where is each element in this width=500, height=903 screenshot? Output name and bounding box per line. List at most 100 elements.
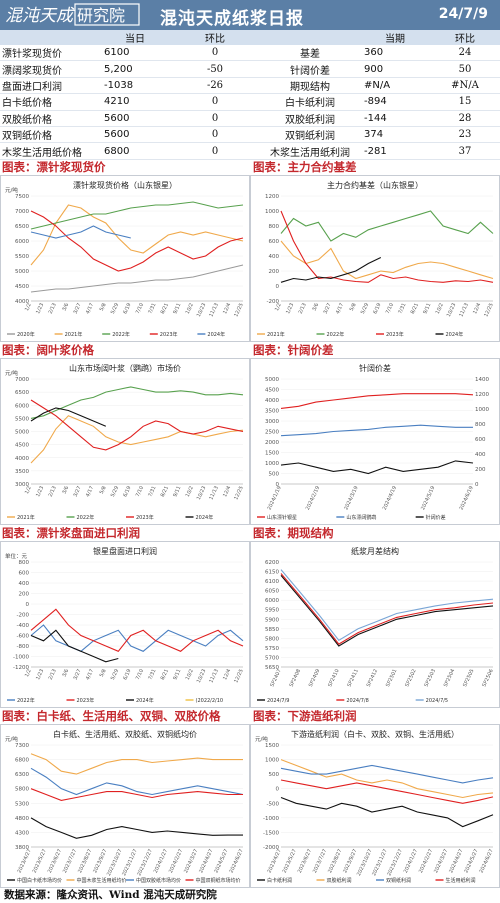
x-tick-label: 11/13 [458, 302, 470, 318]
y-tick-label: 4000 [15, 299, 29, 305]
x-tick-label: 1/2 [24, 485, 33, 495]
chart-panel-6: 纸浆月差结构 6200 6150 6100 6050 6000 5950 5900 5850 58… [250, 541, 500, 708]
x-tick-label: 2023/6/27 [297, 848, 313, 874]
x-tick-label: 4/17 [85, 668, 95, 681]
y2-tick-label: 1400 [475, 377, 489, 383]
y-tick-label: 200 [269, 269, 280, 275]
y-tick-label: 5750 [265, 646, 279, 652]
x-tick-label: 3/6 [61, 668, 70, 678]
x-tick-label: 10/23 [196, 668, 208, 684]
y-tick-label: 5000 [15, 269, 29, 275]
value-left: 5600 [100, 126, 170, 144]
chart-panel-3: 山东市场阔叶浆（鹦鹉）市场价 元/吨 7000 6500 6000 5500 5000 450… [0, 358, 250, 525]
x-tick-label: 5/8 [349, 302, 358, 312]
x-tick-label: 2024/5/19 [420, 485, 436, 511]
change-right: 15 [430, 93, 500, 111]
x-tick-label: 5/8 [99, 668, 108, 678]
y2-tick-label: 600 [475, 437, 486, 443]
x-tick-label: 3/6 [61, 302, 70, 312]
y-tick-label: 400 [269, 254, 280, 260]
change-right: 24 [430, 45, 500, 62]
value-right: 360 [360, 45, 430, 62]
y-tick-label: -1000 [263, 816, 279, 822]
legend-label: 2024年 [136, 697, 154, 704]
value-left: 5,200 [100, 60, 170, 78]
x-tick-label: 4/17 [85, 302, 95, 315]
x-tick-label: 9/11 [422, 302, 432, 315]
chart-title: 针阔价差 [359, 363, 391, 373]
chart-panel-1: 漂针浆现货价格（山东银星） 元/吨 7500 7000 6500 6000 5500 5000… [0, 175, 250, 342]
section-title-6: 图表：期现结构 [253, 526, 334, 540]
chart-panel-7: 白卡纸、生活用纸、双胶纸、双铜纸均价 元/吨 7300 6800 6300 5800 530… [0, 724, 250, 888]
x-tick-label: 10/2 [435, 302, 445, 315]
series-line-2 [280, 424, 473, 437]
x-tick-label: 2024/1/27 [153, 848, 169, 874]
y-tick-label: 5500 [15, 254, 29, 260]
x-tick-label: 12/4 [222, 302, 232, 315]
x-tick-label: 5/8 [99, 302, 108, 312]
x-tick-label: 2023/8/27 [77, 848, 93, 874]
x-tick-label: 3/27 [73, 668, 83, 681]
chart-title: 白卡纸、生活用纸、双胶纸、双铜纸均价 [53, 729, 197, 739]
section-title-1: 图表：漂针浆现货价 [2, 160, 106, 174]
y-tick-label: 6000 [15, 403, 29, 409]
y-tick-label: 6800 [15, 758, 29, 764]
x-tick-label: 2024/1/19 [267, 485, 283, 511]
x-tick-label: 8/21 [160, 485, 170, 498]
x-tick-label: 2024/4/27 [448, 848, 464, 874]
chart-panel-2: 主力合约基差（山东银星） 1200 1000 800 600 400 200 0 -200 1/2… [250, 175, 500, 342]
y2-tick-label: 0 [475, 482, 479, 488]
y-tick-label: 5000 [265, 377, 279, 383]
x-tick-label: 2023/5/27 [282, 848, 298, 874]
unit-label: 元/吨 [5, 369, 18, 377]
series-line-3 [30, 767, 244, 796]
y-tick-label: 4300 [15, 830, 29, 836]
x-tick-label: 2024/5/27 [213, 848, 229, 874]
chart-panel-4: 针阔价差 5000 4500 4000 3500 3000 2500 2000 1500 1000… [250, 358, 500, 525]
report-header: 混沌天成 研究院 混沌天成纸浆日报 24/7/9 [0, 0, 500, 30]
series-line-1 [30, 817, 243, 839]
legend-label: 2023年 [386, 331, 404, 338]
y2-tick-label: 200 [475, 467, 486, 473]
y-tick-label: -1000 [13, 655, 29, 661]
x-tick-label: 6/19 [122, 485, 132, 498]
x-tick-label: 3/27 [73, 485, 83, 498]
y-tick-label: 5850 [265, 627, 279, 633]
x-tick-label: 8/21 [160, 302, 170, 315]
y-tick-label: 500 [269, 472, 280, 478]
change-right: 50 [430, 60, 500, 78]
y2-tick-label: 1000 [475, 407, 489, 413]
x-tick-label: 12/25 [483, 302, 495, 318]
x-tick-label: 5/29 [110, 485, 120, 498]
legend-label: 生活用纸利润 [446, 877, 476, 884]
y-tick-label: -600 [17, 634, 30, 640]
x-tick-label: 7/10 [135, 302, 145, 315]
legend-label: 中国白卡纸市场均价 [17, 877, 62, 884]
y-tick-label: -1200 [13, 665, 29, 671]
x-tick-label: 2023/4/27 [267, 848, 283, 874]
chart-term-structure: 纸浆月差结构 6200 6150 6100 6050 6000 5950 5900 5850 58… [257, 546, 495, 704]
x-tick-label: 11/13 [208, 668, 220, 684]
x-tick-label: 7/10 [135, 485, 145, 498]
data-source-note: 数据来源：隆众资讯、Wind 混沌天成研究院 [0, 888, 500, 903]
value-right: #N/A [360, 77, 430, 95]
x-tick-label: 1/23 [35, 485, 45, 498]
label-left: 白卡纸价格 [0, 93, 100, 111]
legend-label: 2021年 [267, 331, 285, 338]
x-tick-label: 5/29 [110, 668, 120, 681]
y-tick-label: 4000 [15, 456, 29, 462]
y-tick-label: 6100 [265, 579, 279, 585]
summary-row: 白卡纸价格 4210 0 白卡纸利润 -894 15 [0, 93, 500, 111]
y-tick-label: 5500 [15, 416, 29, 422]
x-tick-label: 2023/7/27 [312, 848, 328, 874]
chart-title: 主力合约基差（山东银星） [327, 180, 423, 190]
x-tick-label: 10/23 [196, 302, 208, 318]
y-tick-label: 4500 [265, 388, 279, 394]
chart-title: 纸浆月差结构 [351, 546, 399, 556]
change-right: 23 [430, 126, 500, 144]
unit-label: 元/吨 [255, 735, 268, 743]
y-tick-label: 1200 [265, 194, 279, 200]
y-tick-label: 6500 [15, 390, 29, 396]
x-tick-label: 2024/6/27 [479, 848, 495, 874]
